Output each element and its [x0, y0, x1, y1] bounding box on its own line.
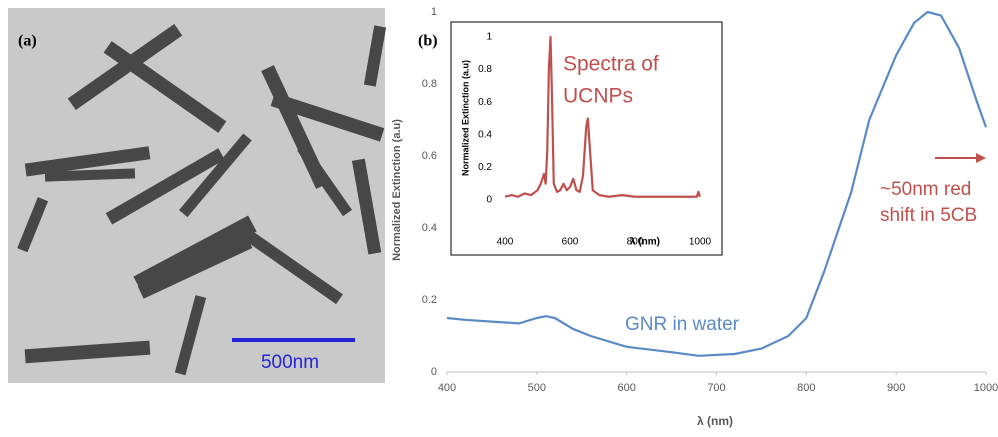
panel-label: (b): [418, 33, 438, 50]
x-tick-label: 600: [562, 237, 579, 248]
x-axis-label: λ (nm): [697, 414, 733, 428]
data-line: [446, 10, 988, 357]
annotation: ~50nm red: [880, 179, 971, 200]
data-line: [504, 35, 702, 198]
x-tick-label: 1000: [974, 382, 998, 394]
y-tick-label: 0.8: [422, 78, 437, 90]
y-tick-label: 0.8: [478, 64, 492, 75]
tem-image: (a) 500nm: [8, 8, 387, 383]
y-tick-label: 0.2: [422, 294, 437, 306]
x-tick-label: 700: [707, 382, 725, 394]
scale-bar-label: 500nm: [261, 352, 319, 373]
y-tick-label: 0.4: [422, 222, 437, 234]
annotation: Spectra of: [563, 53, 659, 76]
x-tick-label: 500: [528, 382, 546, 394]
y-tick-label: 0.6: [422, 150, 437, 162]
x-tick-label: 900: [887, 382, 905, 394]
y-tick-label: 1: [486, 32, 492, 43]
arrow-head: [976, 153, 986, 163]
x-tick-label: 400: [497, 237, 514, 248]
y-axis-label: Normalized Extinction (a.u): [460, 60, 470, 176]
x-tick-label: 600: [617, 382, 635, 394]
y-tick-label: 0.4: [478, 129, 492, 140]
annotation: GNR in water: [625, 314, 740, 335]
x-tick-label: 1000: [689, 237, 712, 248]
annotation: shift in 5CB: [880, 205, 977, 226]
y-tick-label: 0: [431, 366, 437, 378]
y-tick-label: 0.6: [478, 97, 492, 108]
x-tick-label: 400: [438, 382, 456, 394]
y-tick-label: 0.2: [478, 162, 492, 173]
x-axis-label: λ (nm): [630, 237, 660, 248]
y-tick-label: 1: [431, 6, 437, 18]
panel-label: (a): [18, 33, 37, 50]
y-axis-label: Normalized Extinction (a.u): [391, 119, 403, 261]
annotation: UCNPs: [563, 85, 633, 108]
x-tick-label: 800: [627, 237, 644, 248]
x-tick-label: 800: [797, 382, 815, 394]
y-tick-label: 0: [486, 195, 492, 206]
